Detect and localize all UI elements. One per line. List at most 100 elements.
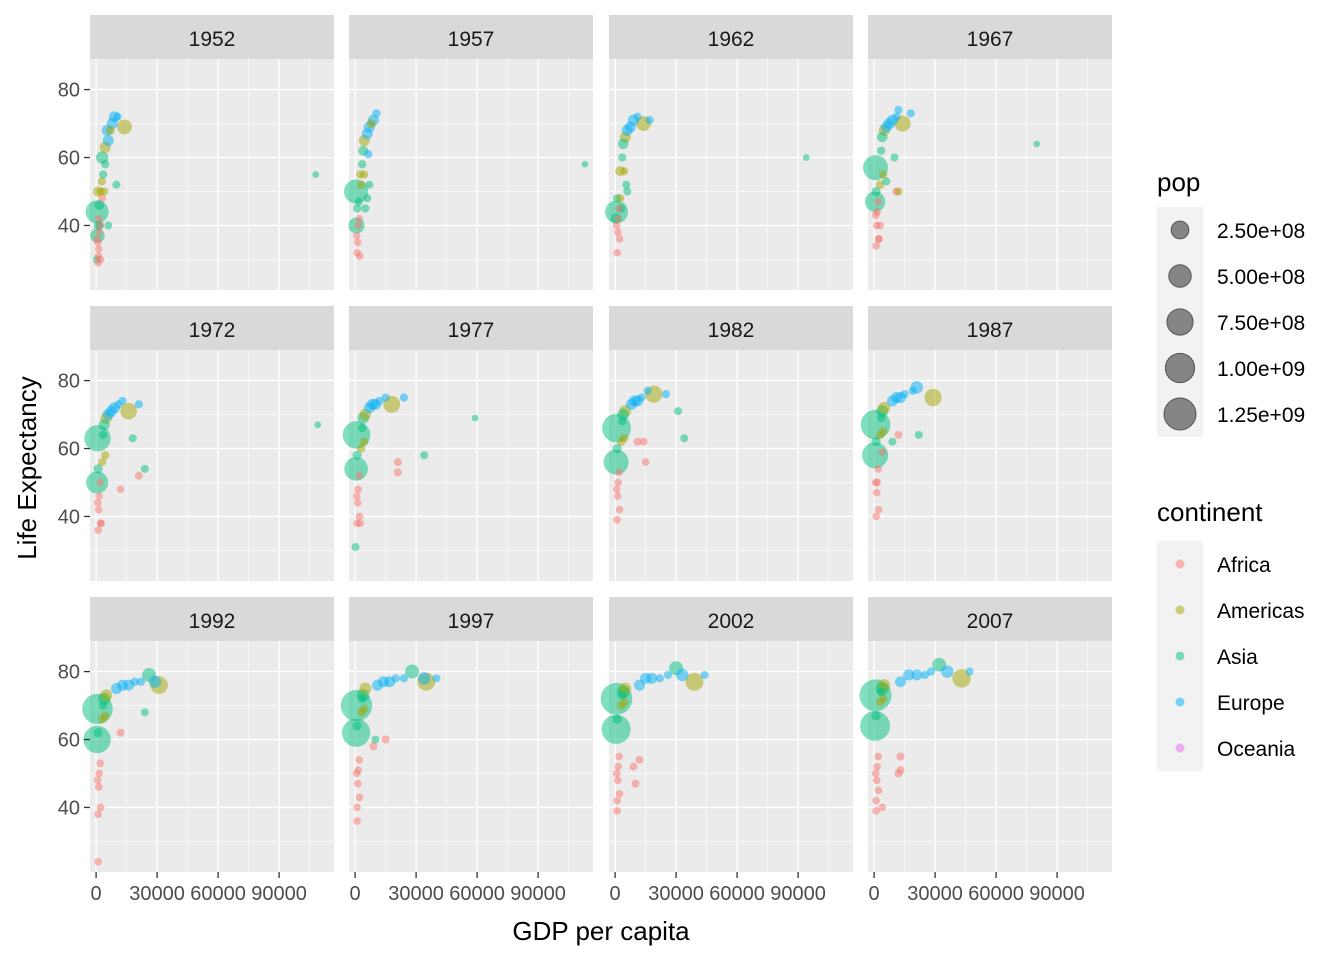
data-point xyxy=(615,505,624,514)
panel-background xyxy=(868,59,1112,290)
data-point xyxy=(352,204,362,213)
data-point xyxy=(105,125,115,135)
data-point xyxy=(94,200,105,211)
facet-strip xyxy=(868,15,1112,59)
data-point xyxy=(94,783,103,791)
data-point xyxy=(97,177,106,186)
data-point xyxy=(357,444,366,453)
data-point xyxy=(140,708,149,717)
panel-background xyxy=(90,350,334,581)
data-point xyxy=(94,526,102,534)
data-point xyxy=(614,478,622,487)
data-point xyxy=(381,735,390,744)
data-point xyxy=(613,807,621,815)
data-point xyxy=(128,434,137,443)
data-point xyxy=(613,492,622,500)
x-tick-label: 90000 xyxy=(1029,883,1085,905)
data-point xyxy=(381,393,390,402)
data-point xyxy=(908,386,917,395)
data-point xyxy=(355,471,363,480)
data-point xyxy=(906,109,915,118)
data-point xyxy=(618,153,627,162)
data-point xyxy=(615,752,623,761)
data-point xyxy=(360,704,369,714)
data-point xyxy=(352,769,361,778)
facet-strip-label: 1957 xyxy=(448,28,495,51)
data-point xyxy=(882,177,891,186)
data-point xyxy=(871,437,881,447)
data-point xyxy=(680,434,689,443)
data-point xyxy=(894,676,907,688)
size-legend-key xyxy=(1170,220,1190,240)
data-point xyxy=(871,211,880,220)
data-point xyxy=(360,170,369,179)
data-point xyxy=(405,664,419,679)
data-point xyxy=(637,393,646,402)
data-point xyxy=(96,478,104,487)
data-point xyxy=(871,711,881,721)
data-point xyxy=(615,468,623,477)
data-point xyxy=(890,153,899,162)
y-tick-label: 40 xyxy=(58,797,80,819)
data-point xyxy=(615,790,624,798)
data-point xyxy=(655,674,664,683)
data-point xyxy=(369,742,378,751)
data-point xyxy=(98,419,110,431)
y-tick-label: 40 xyxy=(58,215,80,237)
data-point xyxy=(623,187,632,196)
data-point xyxy=(97,519,105,528)
facet-panel: 1992 xyxy=(82,597,334,872)
data-point xyxy=(617,138,629,150)
data-point xyxy=(641,458,650,466)
data-point xyxy=(355,214,363,223)
data-point xyxy=(130,677,139,686)
data-point xyxy=(98,194,107,203)
data-point xyxy=(98,457,107,467)
x-tick-label: 60000 xyxy=(449,883,505,905)
data-point xyxy=(894,430,903,439)
data-point xyxy=(639,437,648,446)
data-point xyxy=(872,807,880,815)
data-point xyxy=(314,421,322,429)
data-point xyxy=(361,204,370,213)
data-point xyxy=(1033,140,1041,148)
facet-panel: 1967 xyxy=(863,15,1112,290)
data-point xyxy=(399,674,409,683)
data-point xyxy=(892,112,901,121)
facet-strip-label: 1982 xyxy=(708,319,755,342)
data-point xyxy=(353,499,362,507)
data-point xyxy=(615,235,624,243)
data-point xyxy=(93,499,102,507)
data-point xyxy=(876,131,888,143)
data-point xyxy=(894,105,903,115)
color-legend-key xyxy=(1175,605,1185,615)
x-tick-label: 60000 xyxy=(190,883,246,905)
data-point xyxy=(874,465,882,473)
facet-panel: 1957 xyxy=(344,15,593,290)
facet-panel: 1962 xyxy=(605,15,853,290)
x-tick-label: 90000 xyxy=(251,883,307,905)
data-point xyxy=(700,670,709,679)
color-legend-label: Europe xyxy=(1217,692,1285,715)
data-point xyxy=(341,718,371,747)
color-legend-label: Asia xyxy=(1217,646,1258,669)
data-point xyxy=(99,701,108,710)
data-point xyxy=(353,817,361,825)
data-point xyxy=(629,762,638,771)
panel-background xyxy=(349,350,593,581)
facet-panel: 2002 xyxy=(600,597,853,872)
data-point xyxy=(93,728,103,738)
data-point xyxy=(685,672,704,691)
data-point xyxy=(894,187,903,196)
x-axis-title: GDP per capita xyxy=(512,916,690,946)
data-point xyxy=(359,682,372,695)
facet-strip xyxy=(90,306,334,350)
color-legend-label: Americas xyxy=(1217,600,1305,623)
panel-background xyxy=(868,350,1112,581)
data-point xyxy=(620,698,629,707)
x-tick-label: 0 xyxy=(610,883,621,905)
data-point xyxy=(612,443,622,454)
data-point xyxy=(134,471,143,480)
facet-strip xyxy=(868,597,1112,641)
